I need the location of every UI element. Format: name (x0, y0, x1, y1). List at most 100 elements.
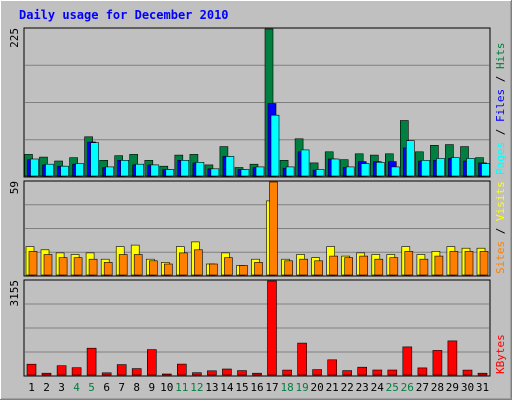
bar-kbytes-day-12 (192, 372, 202, 376)
bar-pages-day-11 (180, 160, 190, 177)
bar-kbytes-day-7 (116, 364, 127, 376)
bar-sites-day-29 (449, 251, 459, 276)
bar-pages-day-18 (285, 166, 295, 177)
bar-sites-day-31 (479, 251, 489, 276)
bar-sites-day-23 (359, 255, 369, 276)
x-tick-label: 14 (220, 381, 234, 394)
bar-pages-day-23 (360, 163, 370, 177)
x-axis-labels: 1 2 3 4 5 6 7 8 9 10 11 12 13 14 15 16 17 18 19 20 21 22 23 24 2… (28, 381, 489, 394)
x-tick-label: 15 (235, 381, 248, 394)
x-tick-label: 19 (295, 381, 308, 394)
bar-pages-day-26 (405, 140, 415, 177)
bar-pages-day-4 (75, 163, 84, 177)
bar-kbytes-day-9 (147, 349, 157, 376)
bar-sites-day-3 (58, 257, 68, 276)
bar-kbytes-day-10 (162, 373, 172, 376)
bar-kbytes-day-31 (477, 372, 488, 376)
bar-sites-day-8 (133, 254, 143, 276)
bar-kbytes-day-16 (252, 372, 262, 376)
x-tick-label: 30 (461, 381, 474, 394)
legend-entry: KBytes (494, 334, 507, 374)
legend-entry: / (494, 69, 507, 89)
right-label-panel-1: Pages / Files / Hits (494, 43, 507, 176)
bar-sites-day-1 (28, 251, 38, 276)
panel-hits-files-pages: 225 (8, 27, 491, 178)
legend-entry: / (494, 122, 507, 142)
bar-kbytes-day-18 (282, 369, 292, 376)
bar-kbytes-day-23 (357, 366, 368, 376)
y-max-label-visits-sites: 59 (8, 181, 21, 194)
x-tick-label: 20 (310, 381, 323, 394)
bar-pages-day-17 (270, 114, 280, 177)
bar-pages-day-5 (90, 142, 99, 177)
bar-pages-day-27 (421, 160, 430, 177)
bar-sites-day-10 (164, 263, 173, 276)
bar-pages-day-15 (240, 169, 250, 177)
chart-title: Daily usage for December 2010 (19, 8, 229, 22)
bar-pages-day-2 (45, 163, 54, 177)
panel-kbytes: 3155 (8, 279, 491, 377)
bar-pages-day-29 (451, 157, 460, 177)
x-tick-label: 3 (58, 381, 65, 394)
bar-pages-day-19 (300, 149, 310, 177)
bar-pages-day-24 (375, 162, 385, 177)
legend-entry: Files (494, 89, 507, 122)
bar-pages-day-3 (60, 165, 69, 177)
bar-sites-day-12 (194, 249, 203, 276)
bar-sites-day-9 (149, 260, 158, 276)
y-max-label-kbytes: 3155 (8, 280, 21, 307)
bar-pages-day-13 (210, 168, 220, 177)
bar-sites-day-2 (43, 254, 53, 276)
x-tick-label: 22 (341, 381, 354, 394)
x-tick-label: 6 (103, 381, 110, 394)
bar-pages-day-8 (135, 163, 144, 177)
x-tick-label: 8 (133, 381, 140, 394)
x-tick-label: 4 (73, 381, 80, 394)
bar-pages-day-9 (150, 164, 160, 177)
bar-sites-day-18 (284, 260, 293, 276)
bar-sites-day-4 (73, 257, 83, 276)
chart-panels: 225 59 3155 (8, 27, 491, 377)
bar-sites-day-25 (389, 257, 399, 276)
bar-sites-day-30 (464, 251, 474, 276)
bar-kbytes-day-27 (417, 367, 428, 376)
x-tick-label: 12 (190, 381, 203, 394)
bar-kbytes-day-2 (41, 372, 52, 376)
bar-kbytes-day-25 (387, 369, 398, 376)
bar-kbytes-day-8 (131, 368, 142, 376)
legend-entry: Visits (494, 181, 507, 221)
bar-pages-day-25 (390, 166, 400, 177)
x-tick-label: 25 (386, 381, 399, 394)
bar-sites-day-5 (88, 258, 98, 276)
bar-kbytes-day-14 (222, 368, 232, 376)
x-tick-label: 29 (446, 381, 459, 394)
bar-sites-day-6 (103, 262, 113, 276)
bar-pages-day-28 (436, 158, 445, 177)
bar-sites-day-28 (434, 255, 444, 276)
bar-sites-day-7 (118, 254, 128, 276)
x-tick-label: 11 (175, 381, 188, 394)
bar-kbytes-day-28 (432, 350, 443, 376)
x-tick-label: 23 (356, 381, 369, 394)
x-tick-label: 16 (250, 381, 263, 394)
x-tick-label: 1 (28, 381, 35, 394)
bar-kbytes-day-11 (177, 363, 187, 376)
bar-kbytes-day-15 (237, 370, 247, 376)
panel-visits-sites: 59 (8, 180, 491, 277)
bar-sites-day-24 (374, 258, 384, 276)
bar-kbytes-day-29 (447, 340, 458, 376)
bar-kbytes-day-22 (342, 370, 353, 376)
bar-pages-day-6 (105, 166, 114, 177)
bar-kbytes-day-30 (462, 369, 473, 376)
bar-pages-day-12 (195, 162, 205, 177)
bar-pages-day-16 (255, 166, 265, 177)
right-label-panel-3: KBytes (494, 334, 507, 374)
y-max-label-hits-files-pages: 225 (8, 28, 21, 48)
bar-sites-day-13 (209, 263, 218, 276)
x-tick-label: 21 (326, 381, 339, 394)
bar-kbytes-day-21 (327, 359, 338, 376)
x-tick-label: 26 (401, 381, 414, 394)
bar-sites-day-14 (224, 257, 233, 276)
x-tick-label: 9 (148, 381, 155, 394)
